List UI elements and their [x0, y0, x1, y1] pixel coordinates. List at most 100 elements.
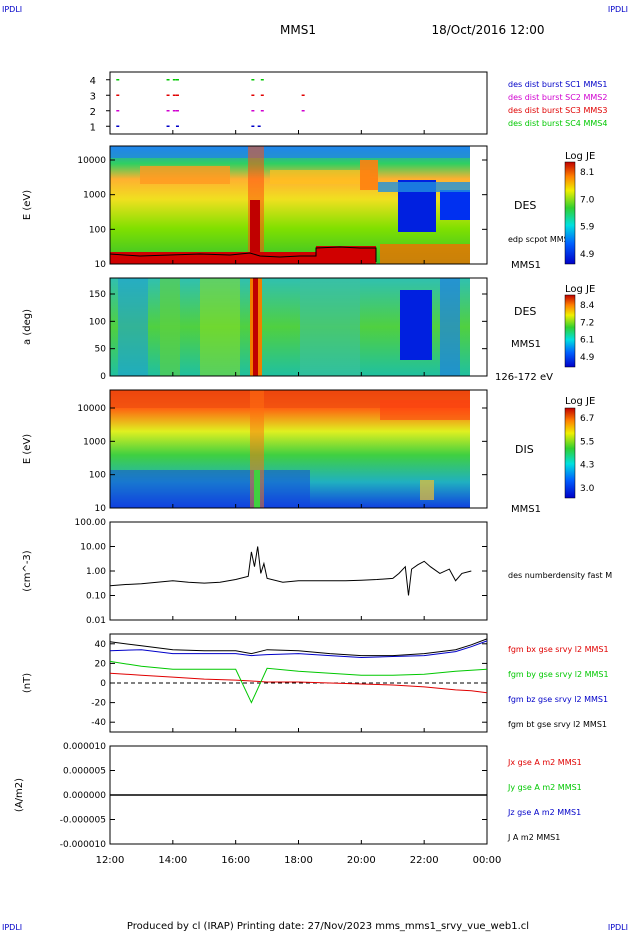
burst-marks [116, 79, 305, 127]
x-tick-label: 22:00 [410, 855, 439, 866]
des-energy-overlay-label: edp scpot MMS1 [508, 235, 574, 244]
burst-ytick-label: 4 [90, 76, 96, 87]
density-frame [109, 521, 488, 621]
des-pitch-ytick-label: 100 [89, 317, 106, 327]
density-ytick-label: 1.00 [86, 567, 106, 577]
dis-energy-features [110, 390, 470, 508]
current-legend-item: J A m2 MMS1 [507, 833, 560, 842]
des-pitch-features [118, 278, 460, 376]
dis-energy-colorbar-ticks: 6.7 5.5 4.3 3.0 [580, 414, 595, 494]
des-energy-ytick-label: 10000 [77, 156, 106, 166]
density-ytick-label: 0.10 [86, 592, 106, 602]
dis-energy-ytick-label: 10000 [77, 404, 106, 414]
des-energy-ytick-label: 10 [95, 260, 107, 270]
des-energy-cbtick-label: 4.9 [580, 250, 595, 260]
density-ytick-label: 0.01 [86, 616, 106, 626]
des-pitch-cbtick-label: 6.1 [580, 336, 594, 346]
des-pitch-ytick-label: 0 [100, 372, 106, 382]
dis-energy-ylabel: E (eV) [22, 434, 33, 464]
corner-label-bottom-right: IPDLI [608, 923, 628, 932]
current-legend: Jx gse A m2 MMS1 Jy gse A m2 MMS1 Jz gse A… [507, 758, 582, 842]
bfield-legend-item: fgm by gse srvy l2 MMS1 [508, 670, 609, 679]
panel-des-pitch: 0 50 100 150 a (deg) DES MMS1 126-172 eV Lo… [22, 277, 595, 383]
bfield-ytick-label: 20 [95, 659, 107, 669]
footer-text: Produced by cl (IRAP) Printing date: 27/… [127, 921, 529, 932]
current-ytick-label: 0.000010 [63, 742, 106, 752]
burst-ytick-label: 2 [90, 107, 96, 118]
current-ytick-label: 0.000005 [63, 767, 106, 777]
dis-energy-cbtick-label: 4.3 [580, 461, 594, 471]
des-energy-cbtick-label: 8.1 [580, 168, 594, 178]
bfield-ytick-label: 40 [95, 640, 107, 650]
des-pitch-ytick-label: 50 [95, 345, 107, 355]
panel-density: 0.01 0.10 1.00 10.00 100.00 (cm^-3) des numb… [22, 518, 612, 626]
des-pitch-ylabel: a (deg) [22, 309, 33, 345]
x-tick-label: 00:00 [473, 855, 502, 866]
dis-energy-ytick-label: 100 [89, 471, 106, 481]
des-energy-ylabel: E (eV) [22, 190, 33, 220]
header-datetime: 18/Oct/2016 12:00 [431, 23, 544, 37]
x-tick-label: 16:00 [221, 855, 250, 866]
header-spacecraft: MMS1 [280, 23, 316, 37]
des-energy-cbtick-label: 7.0 [580, 195, 595, 205]
burst-legend-item: des dist burst SC1 MMS1 [508, 80, 607, 89]
des-energy-colorbar [564, 161, 576, 265]
bfield-line-bt [109, 638, 488, 657]
dis-energy-cbtick-label: 3.0 [580, 484, 595, 494]
des-pitch-colorbar [564, 294, 576, 368]
current-ytick-label: -0.000010 [60, 840, 106, 850]
des-energy-cbtick-label: 5.9 [580, 223, 595, 233]
density-yticks: 0.01 0.10 1.00 10.00 100.00 [75, 518, 487, 626]
density-ylabel: (cm^-3) [22, 550, 33, 591]
burst-yticks: 1 2 3 4 [90, 76, 110, 133]
x-tick-label: 20:00 [347, 855, 376, 866]
des-pitch-yticks: 0 50 100 150 [89, 290, 487, 382]
current-ylabel: (A/m2) [14, 778, 25, 812]
des-energy-colorbar-ticks: 8.1 7.0 5.9 4.9 [580, 168, 595, 260]
des-pitch-cbtick-label: 8.4 [580, 301, 595, 311]
des-pitch-ytick-label: 150 [89, 290, 106, 300]
density-ytick-label: 10.00 [80, 543, 106, 553]
des-energy-bottom-label: MMS1 [511, 260, 541, 271]
x-tick-label: 12:00 [96, 855, 125, 866]
bfield-ytick-label: -40 [91, 718, 106, 728]
dis-energy-cbtick-label: 5.5 [580, 437, 594, 447]
density-line [109, 546, 472, 596]
dis-energy-yticks: 10 100 1000 10000 [77, 404, 487, 514]
bfield-yticks: -40 -20 0 20 40 [91, 640, 487, 728]
des-pitch-cbtick-label: 4.9 [580, 353, 595, 363]
corner-label-bottom-left: IPDLI [2, 923, 22, 932]
bfield-ytick-label: 0 [100, 679, 106, 689]
des-pitch-right-label2: MMS1 [511, 339, 541, 350]
corner-label-top-right: IPDLI [608, 5, 628, 14]
burst-ytick-label: 3 [90, 91, 96, 102]
bfield-legend-item: fgm bt gse srvy l2 MMS1 [508, 720, 607, 729]
density-legend: des numberdensity fast M [508, 571, 612, 580]
dis-energy-colorbar [564, 407, 576, 499]
burst-legend-item: des dist burst SC4 MMS4 [508, 119, 607, 128]
corner-label-top-left: IPDLI [2, 5, 22, 14]
panel-burst-frame [109, 71, 488, 135]
des-energy-colorbar-label: Log JE [565, 151, 595, 162]
des-pitch-colorbar-label: Log JE [565, 284, 595, 295]
bfield-line-by [109, 660, 488, 704]
des-energy-right-label: DES [514, 199, 536, 212]
current-legend-item: Jz gse A m2 MMS1 [507, 808, 581, 817]
des-energy-ytick-label: 100 [89, 225, 106, 235]
bfield-line-bx [109, 672, 488, 694]
burst-legend: des dist burst SC1 MMS1 des dist burst SC… [508, 80, 607, 128]
bfield-ylabel: (nT) [22, 673, 33, 693]
des-pitch-right-label: DES [514, 305, 536, 318]
density-series [109, 546, 472, 596]
current-legend-item: Jy gse A m2 MMS1 [507, 783, 582, 792]
current-legend-item: Jx gse A m2 MMS1 [507, 758, 582, 767]
dis-energy-bottom-label: MMS1 [511, 504, 541, 515]
panel-des-energy: 10 100 1000 10000 E (eV) DES edp scpot MMS1… [22, 145, 595, 271]
panel-current: -0.000010 -0.000005 0.000000 0.000005 0.0000… [14, 742, 582, 850]
x-tick-label: 14:00 [158, 855, 187, 866]
bfield-legend-item: fgm bz gse srvy l2 MMS1 [508, 695, 608, 704]
bfield-line-bz [109, 640, 488, 659]
dis-energy-ytick-label: 1000 [83, 437, 106, 447]
